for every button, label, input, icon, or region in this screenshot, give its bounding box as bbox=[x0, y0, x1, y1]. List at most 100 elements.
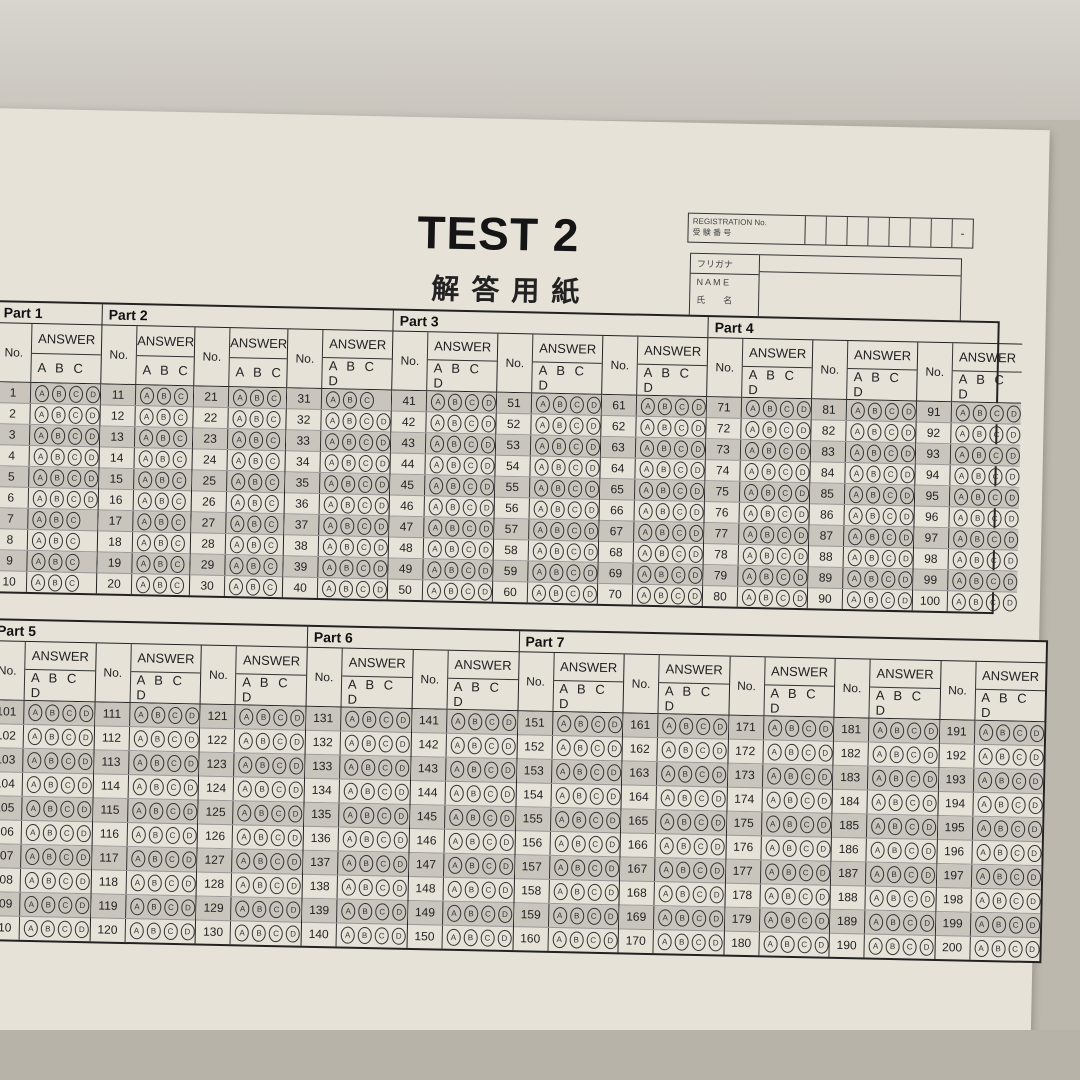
answer-bubble-b[interactable]: B bbox=[357, 926, 372, 945]
answer-bubble-c[interactable]: C bbox=[462, 498, 478, 516]
answer-bubble-d[interactable]: D bbox=[481, 435, 496, 454]
answer-bubble-b[interactable]: B bbox=[465, 809, 481, 827]
answer-bubble-b[interactable]: B bbox=[552, 416, 567, 434]
answer-bubble-d[interactable]: D bbox=[584, 501, 600, 519]
answer-bubble-b[interactable]: B bbox=[446, 477, 461, 495]
answer-bubble-a[interactable]: A bbox=[531, 583, 547, 602]
answer-bubble-d[interactable]: D bbox=[498, 881, 513, 900]
answer-bubble-c[interactable]: C bbox=[265, 473, 280, 491]
answer-bubble-c[interactable]: C bbox=[481, 881, 496, 899]
answer-bubble-a[interactable]: A bbox=[238, 756, 253, 774]
answer-bubble-d[interactable]: D bbox=[74, 920, 89, 939]
answer-bubble-d[interactable]: D bbox=[1004, 509, 1019, 528]
answer-bubble-b[interactable]: B bbox=[247, 514, 262, 533]
answer-bubble-b[interactable]: B bbox=[359, 806, 375, 825]
answer-bubble-c[interactable]: C bbox=[357, 517, 372, 535]
answer-bubble-a[interactable]: A bbox=[975, 867, 990, 886]
answer-bubble-d[interactable]: D bbox=[816, 816, 831, 834]
answer-bubble-b[interactable]: B bbox=[759, 546, 775, 565]
answer-bubble-c[interactable]: C bbox=[65, 532, 81, 550]
answer-bubble-c[interactable]: C bbox=[694, 789, 709, 808]
answer-bubble-a[interactable]: A bbox=[25, 823, 41, 842]
answer-bubble-c[interactable]: C bbox=[358, 475, 373, 493]
answer-bubble-d[interactable]: D bbox=[1029, 724, 1044, 743]
answer-bubble-c[interactable]: C bbox=[171, 492, 186, 510]
answer-bubble-d[interactable]: D bbox=[814, 888, 830, 906]
answer-bubble-d[interactable]: D bbox=[603, 908, 618, 926]
answer-bubble-d[interactable]: D bbox=[817, 768, 832, 786]
answer-bubble-a[interactable]: A bbox=[30, 573, 46, 591]
answer-bubble-c[interactable]: C bbox=[988, 488, 1003, 506]
answer-bubble-d[interactable]: D bbox=[815, 840, 831, 858]
answer-bubble-d[interactable]: D bbox=[901, 402, 917, 420]
answer-bubble-b[interactable]: B bbox=[867, 422, 882, 441]
answer-bubble-c[interactable]: C bbox=[173, 408, 188, 426]
answer-bubble-c[interactable]: C bbox=[691, 933, 706, 952]
answer-bubble-a[interactable]: A bbox=[321, 579, 337, 597]
answer-bubble-c[interactable]: C bbox=[270, 829, 286, 847]
answer-bubble-d[interactable]: D bbox=[79, 705, 94, 723]
answer-bubble-b[interactable]: B bbox=[549, 563, 564, 581]
answer-bubble-c[interactable]: C bbox=[586, 907, 601, 925]
answer-bubble-d[interactable]: D bbox=[373, 538, 389, 556]
answer-bubble-d[interactable]: D bbox=[84, 448, 99, 466]
answer-bubble-d[interactable]: D bbox=[181, 851, 197, 869]
answer-bubble-a[interactable]: A bbox=[325, 432, 340, 450]
answer-bubble-a[interactable]: A bbox=[234, 924, 250, 942]
answer-bubble-d[interactable]: D bbox=[1002, 593, 1018, 612]
answer-bubble-a[interactable]: A bbox=[322, 537, 338, 555]
answer-bubble-b[interactable]: B bbox=[991, 916, 1006, 934]
answer-bubble-b[interactable]: B bbox=[549, 542, 565, 560]
answer-bubble-b[interactable]: B bbox=[573, 739, 588, 757]
answer-bubble-d[interactable]: D bbox=[919, 914, 935, 932]
answer-bubble-c[interactable]: C bbox=[65, 553, 80, 571]
answer-bubble-b[interactable]: B bbox=[887, 841, 902, 860]
answer-bubble-b[interactable]: B bbox=[447, 414, 462, 432]
answer-bubble-a[interactable]: A bbox=[639, 481, 654, 499]
answer-bubble-b[interactable]: B bbox=[866, 443, 882, 462]
answer-bubble-d[interactable]: D bbox=[1004, 530, 1019, 549]
answer-bubble-c[interactable]: C bbox=[484, 713, 500, 731]
answer-bubble-a[interactable]: A bbox=[848, 527, 863, 545]
answer-bubble-d[interactable]: D bbox=[795, 463, 810, 481]
answer-bubble-b[interactable]: B bbox=[889, 721, 905, 740]
answer-bubble-a[interactable]: A bbox=[448, 808, 464, 827]
answer-bubble-c[interactable]: C bbox=[359, 391, 375, 409]
answer-bubble-a[interactable]: A bbox=[229, 556, 244, 574]
answer-bubble-b[interactable]: B bbox=[782, 815, 797, 834]
answer-bubble-d[interactable]: D bbox=[481, 414, 496, 433]
answer-bubble-d[interactable]: D bbox=[290, 709, 305, 727]
answer-bubble-a[interactable]: A bbox=[33, 447, 48, 465]
registration-cell[interactable] bbox=[805, 216, 827, 245]
answer-bubble-a[interactable]: A bbox=[429, 476, 444, 495]
answer-bubble-c[interactable]: C bbox=[481, 857, 497, 875]
answer-bubble-a[interactable]: A bbox=[742, 546, 758, 564]
answer-bubble-c[interactable]: C bbox=[777, 505, 792, 523]
answer-bubble-c[interactable]: C bbox=[566, 563, 581, 581]
answer-bubble-c[interactable]: C bbox=[269, 901, 284, 919]
answer-bubble-d[interactable]: D bbox=[815, 864, 830, 882]
answer-bubble-a[interactable]: A bbox=[975, 843, 991, 862]
answer-bubble-b[interactable]: B bbox=[675, 909, 690, 927]
answer-bubble-a[interactable]: A bbox=[868, 913, 884, 931]
answer-bubble-b[interactable]: B bbox=[357, 902, 373, 921]
answer-bubble-d[interactable]: D bbox=[1006, 404, 1022, 423]
answer-bubble-a[interactable]: A bbox=[137, 491, 152, 509]
answer-bubble-d[interactable]: D bbox=[286, 901, 301, 919]
answer-bubble-a[interactable]: A bbox=[554, 834, 569, 853]
answer-bubble-c[interactable]: C bbox=[692, 885, 707, 904]
answer-bubble-d[interactable]: D bbox=[813, 936, 829, 954]
answer-bubble-b[interactable]: B bbox=[42, 824, 58, 842]
answer-bubble-c[interactable]: C bbox=[694, 813, 709, 832]
answer-bubble-c[interactable]: C bbox=[567, 521, 582, 539]
answer-bubble-a[interactable]: A bbox=[236, 828, 252, 846]
answer-bubble-c[interactable]: C bbox=[776, 568, 791, 586]
answer-bubble-a[interactable]: A bbox=[556, 739, 571, 757]
answer-bubble-d[interactable]: D bbox=[289, 757, 304, 775]
answer-bubble-b[interactable]: B bbox=[51, 384, 67, 403]
answer-bubble-b[interactable]: B bbox=[155, 429, 171, 447]
answer-bubble-c[interactable]: C bbox=[778, 484, 793, 502]
answer-bubble-b[interactable]: B bbox=[762, 420, 777, 439]
answer-bubble-d[interactable]: D bbox=[923, 746, 938, 764]
answer-bubble-a[interactable]: A bbox=[429, 455, 444, 474]
